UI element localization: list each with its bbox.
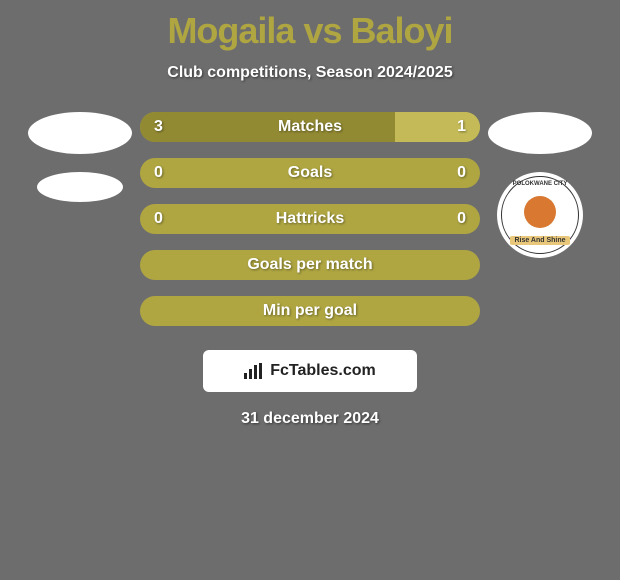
- bar-value-right: 0: [457, 210, 466, 228]
- bar-value-left: 0: [154, 210, 163, 228]
- stat-bar: 3 Matches 1: [140, 112, 480, 142]
- club-name-text: POLOKWANE CITY: [513, 181, 568, 187]
- bar-left-fill: [140, 112, 395, 142]
- bar-value-left: 3: [154, 118, 163, 136]
- bar-label: Matches: [278, 118, 342, 136]
- bar-label: Goals per match: [247, 256, 372, 274]
- left-club-placeholder: [37, 172, 123, 202]
- comparison-area: 3 Matches 1 0 Goals 0 0 Hattricks 0 Goals per mat…: [0, 112, 620, 326]
- chart-icon: [244, 363, 264, 379]
- left-player-avatar: [28, 112, 132, 154]
- club-badge-inner: POLOKWANE CITY Rise And Shine: [501, 176, 579, 254]
- right-player-column: POLOKWANE CITY Rise And Shine: [480, 112, 600, 258]
- club-center-icon: [524, 196, 556, 228]
- stat-bar: 0 Goals 0: [140, 158, 480, 188]
- subtitle: Club competitions, Season 2024/2025: [167, 64, 452, 82]
- bar-value-right: 1: [457, 118, 466, 136]
- bar-label: Goals: [288, 164, 332, 182]
- club-banner-text: Rise And Shine: [510, 236, 569, 245]
- stat-bar: Goals per match: [140, 250, 480, 280]
- footer-brand-text: FcTables.com: [270, 362, 376, 380]
- stats-bars: 3 Matches 1 0 Goals 0 0 Hattricks 0 Goals per mat…: [140, 112, 480, 326]
- bar-value-left: 0: [154, 164, 163, 182]
- left-player-column: [20, 112, 140, 202]
- bar-value-right: 0: [457, 164, 466, 182]
- page-title: Mogaila vs Baloyi: [167, 10, 452, 52]
- stat-bar: Min per goal: [140, 296, 480, 326]
- right-player-avatar: [488, 112, 592, 154]
- bar-label: Min per goal: [263, 302, 357, 320]
- right-club-badge: POLOKWANE CITY Rise And Shine: [497, 172, 583, 258]
- date-label: 31 december 2024: [241, 410, 379, 428]
- bar-right-fill: [395, 112, 480, 142]
- comparison-infographic: Mogaila vs Baloyi Club competitions, Sea…: [0, 0, 620, 428]
- bar-label: Hattricks: [276, 210, 344, 228]
- stat-bar: 0 Hattricks 0: [140, 204, 480, 234]
- footer-brand-badge: FcTables.com: [203, 350, 417, 392]
